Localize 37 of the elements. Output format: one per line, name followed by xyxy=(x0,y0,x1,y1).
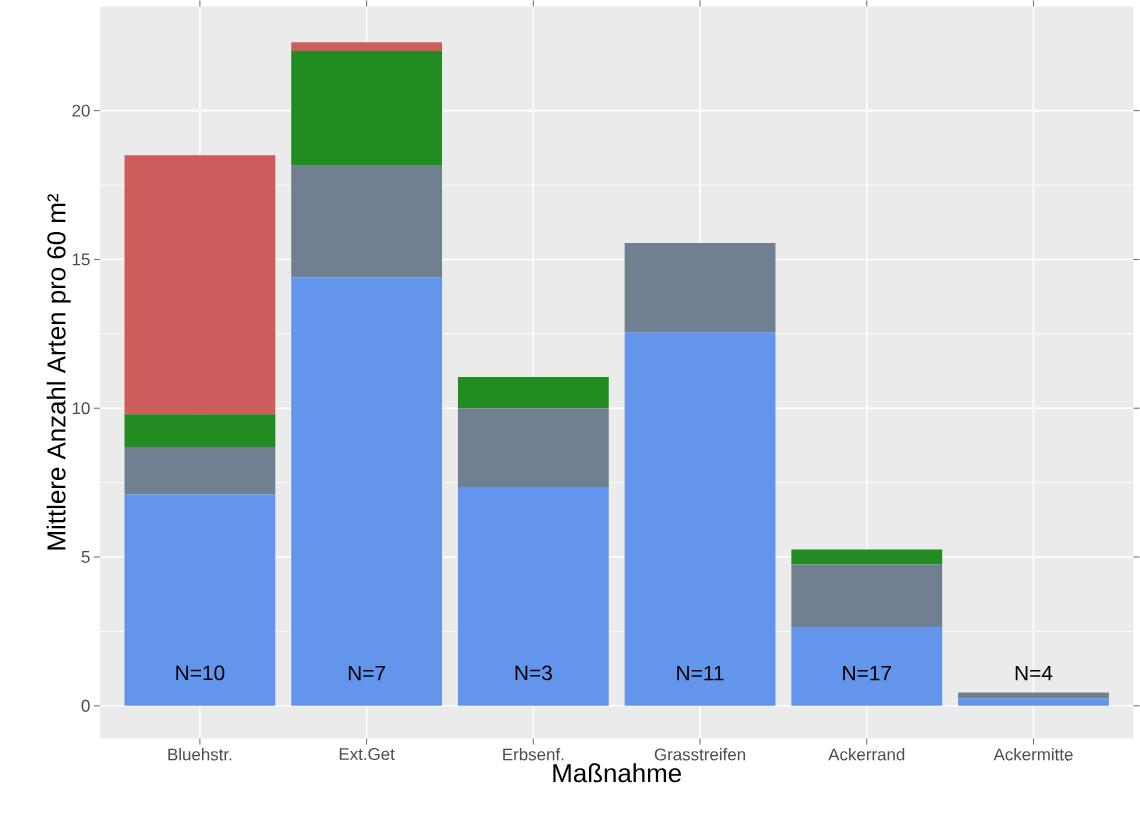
bar xyxy=(624,242,776,333)
x-tick-label: Grasstreifen xyxy=(654,747,746,761)
y-axis-title: Mittlere Anzahl Arten pro 60 m² xyxy=(46,193,71,550)
x-tick-label: Bluehstr. xyxy=(168,747,232,761)
bar xyxy=(958,692,1109,699)
y-tick-label: 5 xyxy=(81,550,90,563)
bar xyxy=(291,41,443,51)
bar xyxy=(457,486,609,706)
y-tick-label: 0 xyxy=(81,699,90,712)
x-axis-title: Maßnahme xyxy=(553,763,681,783)
bar xyxy=(958,698,1109,706)
y-tick-label: 10 xyxy=(72,402,90,415)
bar xyxy=(791,549,943,565)
bar xyxy=(291,50,443,166)
y-tick-label: 15 xyxy=(72,253,90,266)
annotation: N=10 xyxy=(176,665,225,681)
bar xyxy=(124,413,276,447)
bar xyxy=(791,626,943,706)
bar xyxy=(291,277,443,706)
x-tick-label: Ackermitte xyxy=(993,747,1073,761)
x-tick-label: Erbsenf. xyxy=(503,747,564,761)
bar xyxy=(791,564,943,627)
bar xyxy=(457,376,609,409)
x-tick-label: Ext.Get xyxy=(339,747,395,760)
annotation: N=17 xyxy=(843,665,891,681)
bar xyxy=(124,494,276,706)
annotation: N=4 xyxy=(1015,665,1053,681)
bar xyxy=(624,332,776,706)
bar xyxy=(457,408,609,487)
annotation: N=3 xyxy=(515,665,552,681)
annotation: N=7 xyxy=(348,665,386,681)
x-tick-label: Ackerrand xyxy=(828,747,905,761)
bar xyxy=(124,446,276,495)
bar xyxy=(124,155,276,414)
annotation: N=11 xyxy=(677,665,724,681)
bar xyxy=(291,165,443,278)
y-tick-label: 20 xyxy=(72,104,90,117)
